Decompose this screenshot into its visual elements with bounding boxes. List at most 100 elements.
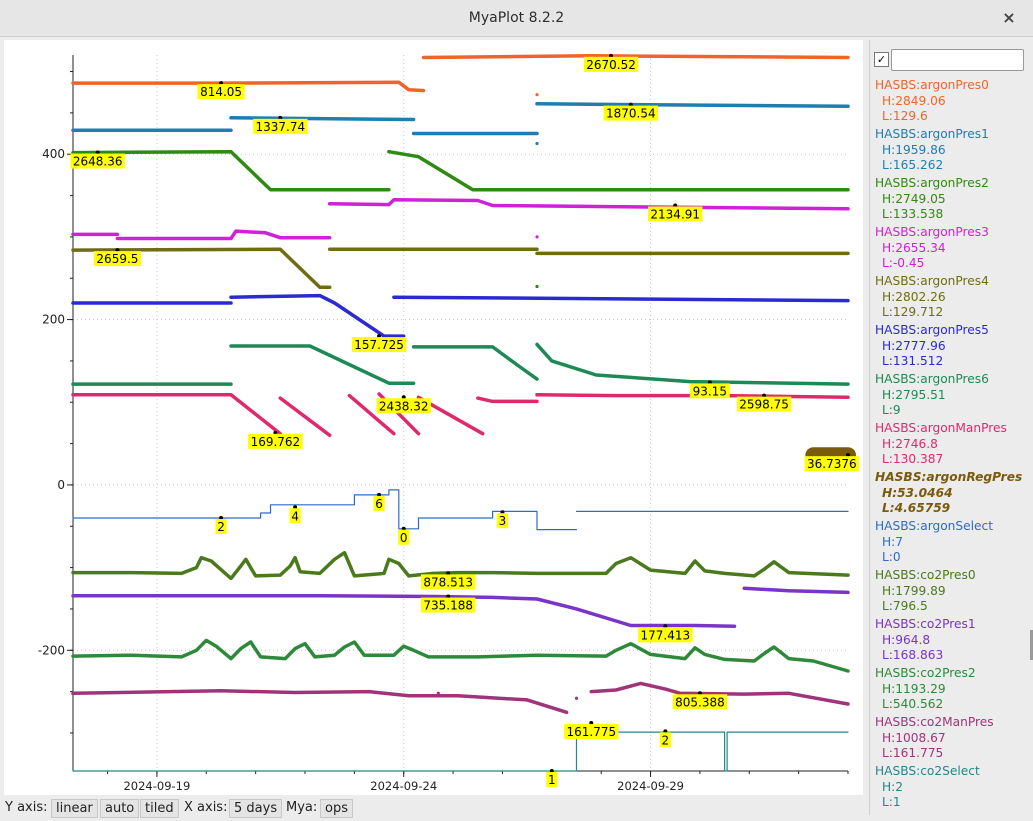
legend-low: L:165.262: [882, 158, 944, 173]
annotation-label: 157.725: [354, 338, 404, 352]
legend-item[interactable]: HASBS:co2Pres1 H:964.8 L:168.863: [875, 617, 1030, 666]
legend-low: L:131.512: [882, 354, 944, 369]
annotation-label: 814.05: [200, 85, 242, 99]
annotation-label: 169.762: [251, 435, 301, 449]
annotation-label: 1: [548, 773, 556, 787]
legend-item[interactable]: HASBS:argonSelect H:7 L:0: [875, 519, 1030, 568]
annotation-box: [398, 529, 410, 545]
legend-high: H:2849.06: [882, 93, 946, 108]
annotation-label: 735.188: [423, 599, 473, 613]
annotation-label: 2: [217, 520, 225, 534]
legend-high: H:7: [882, 534, 904, 549]
annotation-box: [215, 519, 227, 535]
annotation-box: [420, 574, 476, 590]
series-line: [71, 638, 850, 673]
legend-item[interactable]: HASBS:co2Pres2 H:1193.29 L:540.562: [875, 666, 1030, 715]
annotation-label: 805.388: [675, 695, 725, 709]
legend-item[interactable]: HASBS:co2Pres0 H:1799.89 L:796.5: [875, 568, 1030, 617]
chart-svg[interactable]: -200 0 200 400 2024-09-19 2024-09-24 2024-09-2…: [4, 40, 863, 795]
series-line: [71, 689, 569, 715]
legend-item[interactable]: HASBS:argonPres6 H:2795.51 L:9: [875, 372, 1030, 421]
plot-area[interactable]: -200 0 200 400 2024-09-19 2024-09-24 2024-09-2…: [4, 40, 863, 795]
legend-name: HASBS:argonPres2: [875, 176, 989, 190]
y-tick-label: 200: [42, 313, 65, 327]
legend-name: HASBS:argonPres5: [875, 323, 989, 337]
annotation-label: 2598.75: [739, 398, 789, 412]
legend-name: HASBS:argonPres1: [875, 127, 989, 141]
annotation-label: 36.7376: [807, 457, 857, 471]
legend-item[interactable]: HASBS:argonManPres H:2746.8 L:130.387: [875, 421, 1030, 470]
annotation-label: 93.15: [693, 384, 727, 398]
annotation-label: 2: [662, 733, 670, 747]
y-range-button[interactable]: auto: [100, 799, 140, 818]
y-tick-label: 400: [42, 147, 65, 161]
series-line: [229, 116, 416, 122]
legend-item[interactable]: HASBS:co2ManPres H:1008.67 L:161.775: [875, 715, 1030, 764]
splitter-handle[interactable]: [1030, 630, 1033, 660]
data-point: [535, 284, 539, 289]
legend-high: H:2795.51: [882, 387, 946, 402]
annotation-box: [376, 398, 431, 414]
series-line: [71, 593, 737, 629]
annotation-label: 2670.52: [586, 58, 636, 72]
legend-low: L:168.863: [882, 648, 944, 663]
annotation-box: [496, 513, 509, 529]
y-axis-label: Y axis:: [5, 800, 48, 815]
annotation-box: [197, 84, 245, 100]
annotation-box: [93, 251, 142, 267]
annotation-box: [289, 508, 301, 524]
legend-name: HASBS:argonPres6: [875, 372, 989, 386]
series-line: [347, 393, 396, 436]
annotation-box: [70, 153, 125, 169]
y-layout-button[interactable]: tiled: [140, 799, 179, 818]
annotation-label: 4: [291, 509, 299, 523]
legend-high: H:2749.05: [882, 191, 946, 206]
legend-item[interactable]: HASBS:argonPres5 H:2777.96 L:131.512: [875, 323, 1030, 372]
legend-item[interactable]: HASBS:argonPres3 H:2655.34 L:-0.45: [875, 225, 1030, 274]
series-line: [392, 295, 850, 303]
y-scale-button[interactable]: linear: [51, 799, 98, 818]
legend-low: L:4.65759: [882, 501, 951, 516]
y-tick-label: 0: [57, 478, 65, 492]
mya-label: Mya:: [286, 800, 318, 815]
legend-item[interactable]: HASBS:argonPres0 H:2849.06 L:129.6: [875, 78, 1030, 127]
annotation-label: 2438.32: [379, 399, 429, 413]
filter-checkbox[interactable]: ✓: [874, 52, 889, 67]
annotation-box: [253, 118, 308, 134]
annotation-box: [672, 694, 728, 710]
annotation-box: [638, 627, 693, 643]
legend-low: L:133.538: [882, 207, 944, 222]
annotation-box: [804, 456, 859, 472]
legend-item[interactable]: HASBS:argonRegPres H:53.0464 L:4.65759: [875, 470, 1030, 519]
legend-high: H:1799.89: [882, 583, 946, 598]
legend-item[interactable]: HASBS:argonPres1 H:1959.86 L:165.262: [875, 127, 1030, 176]
annotation-label: 2648.36: [73, 155, 123, 169]
series-line: [71, 550, 850, 581]
legend-item[interactable]: HASBS:co2Select H:2 L:1: [875, 764, 1030, 813]
mya-button[interactable]: ops: [320, 799, 353, 818]
legend-high: H:53.0464: [882, 485, 953, 500]
legend-low: L:129.712: [882, 305, 944, 320]
annotation-label: 161.775: [566, 725, 616, 739]
annotation-label: 2659.5: [96, 252, 138, 266]
filter-input[interactable]: [891, 49, 1024, 71]
data-point: [535, 93, 539, 97]
annotation-label: 1337.74: [256, 120, 306, 134]
data-point: [535, 235, 539, 239]
legend-name: HASBS:co2Select: [875, 764, 980, 778]
x-span-button[interactable]: 5 days: [229, 799, 283, 818]
legend-high: H:2802.26: [882, 289, 946, 304]
close-icon[interactable]: ×: [1002, 8, 1016, 27]
x-tick-label: 2024-09-29: [617, 779, 684, 793]
series-line: [589, 681, 850, 706]
legend-name: HASBS:argonRegPres: [875, 470, 1023, 484]
series-line: [71, 393, 283, 436]
series-line: [535, 393, 850, 400]
annotation-box: [420, 597, 476, 613]
data-point: [535, 141, 539, 146]
legend-list: HASBS:argonPres0 H:2849.06 L:129.6 HASBS:ar…: [875, 78, 1030, 813]
legend-item[interactable]: HASBS:argonPres2 H:2749.05 L:133.538: [875, 176, 1030, 225]
legend-item[interactable]: HASBS:argonPres4 H:2802.26 L:129.712: [875, 274, 1030, 323]
series-line: [71, 80, 426, 93]
legend-name: HASBS:co2Pres2: [875, 666, 976, 680]
